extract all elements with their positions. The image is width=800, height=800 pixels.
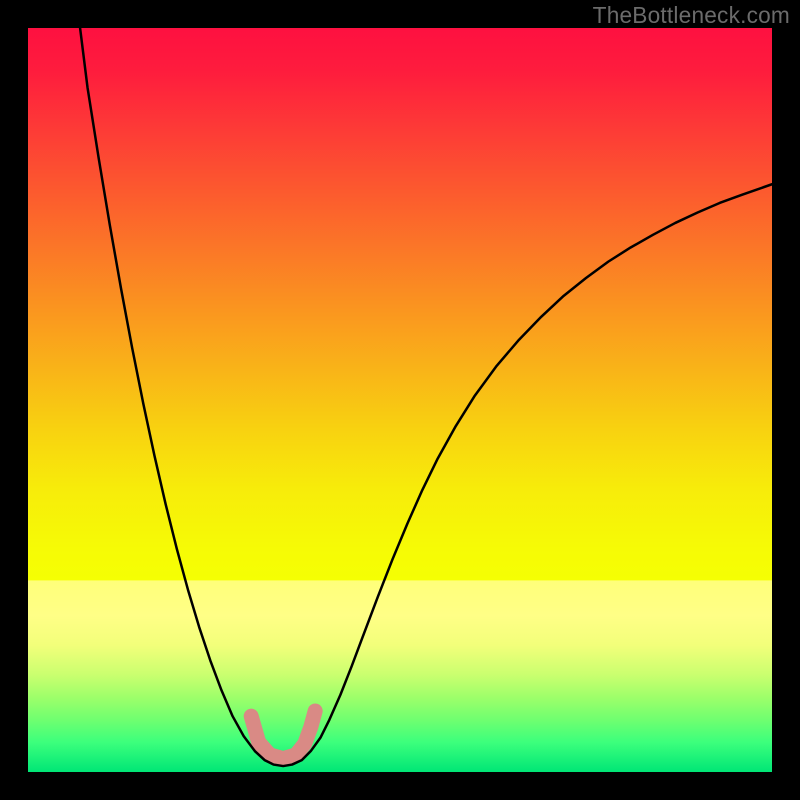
bottleneck-chart-svg: [0, 0, 800, 800]
watermark-text: TheBottleneck.com: [593, 2, 790, 29]
gradient-background: [28, 28, 772, 772]
plot-area: [28, 28, 772, 772]
chart-frame: TheBottleneck.com: [0, 0, 800, 800]
